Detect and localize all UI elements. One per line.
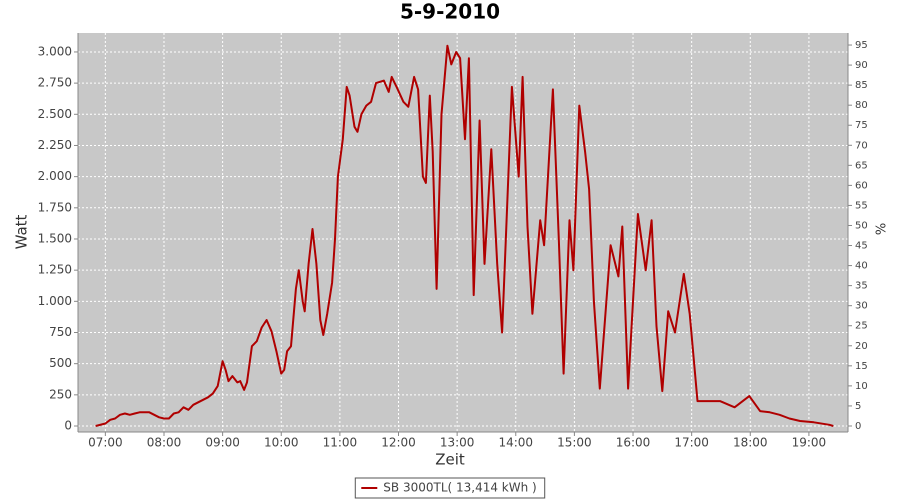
x-tick-label: 14:00 [498,436,533,450]
x-tick-label: 07:00 [88,436,123,450]
x-tick-label: 18:00 [733,436,768,450]
y2-tick-label: 25 [855,321,868,332]
legend-box [354,477,546,499]
y2-tick-label: 40 [855,261,868,272]
x-tick-label: 17:00 [674,436,709,450]
y2-tick-label: 0 [855,421,861,432]
y-tick-label: 3.000 [38,44,72,58]
x-tick-label: 19:00 [792,436,827,450]
y2-tick-label: 85 [855,80,868,91]
y-tick-label: 500 [49,356,72,370]
y2-tick-label: 50 [855,220,868,231]
x-tick-label: 09:00 [205,436,240,450]
x-tick-label: 12:00 [381,436,416,450]
y-tick-label: 2.500 [38,107,72,121]
y2-axis-label: % [875,223,890,235]
y-tick-label: 2.000 [38,169,72,183]
y-tick-label: 1.000 [38,294,72,308]
y2-tick-label: 15 [855,361,868,372]
y-axis-label: Watt [13,214,31,249]
y-tick-label: 0 [64,419,72,433]
y2-tick-label: 60 [855,180,868,191]
x-tick-label: 15:00 [557,436,592,450]
y2-tick-label: 80 [855,100,868,111]
x-tick-label: 11:00 [323,436,358,450]
y-tick-label: 1.750 [38,200,72,214]
y2-tick-label: 55 [855,200,868,211]
y2-tick-label: 10 [855,381,868,392]
y-tick-label: 250 [49,387,72,401]
y2-tick-label: 5 [855,401,861,412]
y-tick-label: 1.500 [38,231,72,245]
y2-tick-label: 95 [855,40,868,51]
y-tick-label: 2.250 [38,138,72,152]
legend: SB 3000TL( 13,414 kWh ) [354,477,546,499]
y-tick-label: 750 [49,325,72,339]
chart-title: 5-9-2010 [400,0,500,24]
y2-tick-label: 65 [855,160,868,171]
x-tick-label: 13:00 [440,436,475,450]
y2-tick-label: 20 [855,341,868,352]
series-line [95,44,834,427]
y2-tick-label: 70 [855,140,868,151]
y2-tick-label: 30 [855,301,868,312]
x-tick-label: 16:00 [616,436,651,450]
y-tick-label: 1.250 [38,263,72,277]
x-axis-label: Zeit [435,451,465,469]
y2-tick-label: 75 [855,120,868,131]
y2-tick-label: 90 [855,60,868,71]
y-tick-label: 2.750 [38,76,72,90]
x-tick-label: 10:00 [264,436,299,450]
y2-tick-label: 45 [855,241,868,252]
legend-label: SB 3000TL( 13,414 kWh ) [383,481,536,495]
y2-tick-label: 35 [855,281,868,292]
x-tick-label: 08:00 [147,436,182,450]
